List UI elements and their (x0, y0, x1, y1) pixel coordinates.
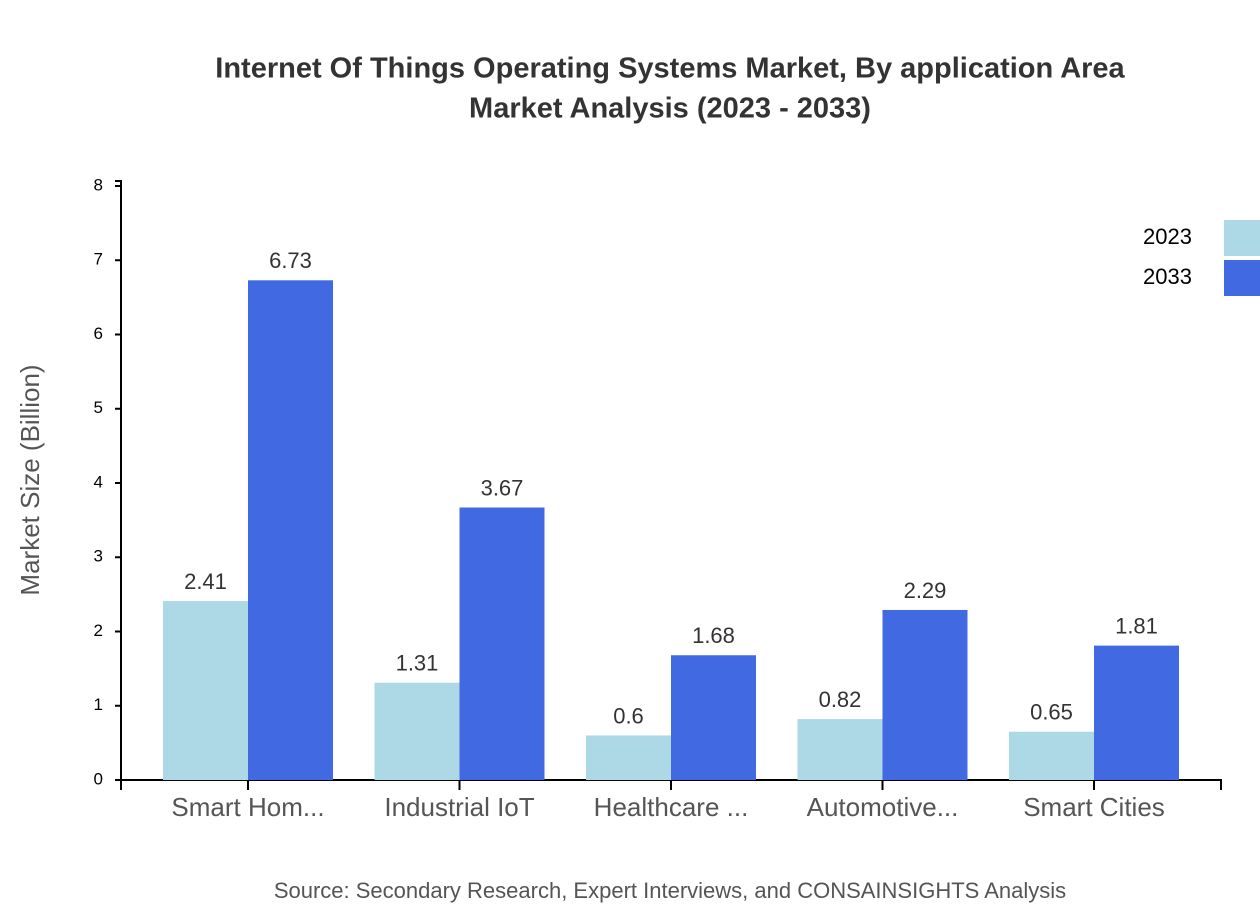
bar (671, 655, 756, 780)
bar (163, 601, 248, 780)
legend-label: 2023 (1143, 224, 1192, 249)
bar (1009, 731, 1094, 780)
y-axis (115, 180, 122, 781)
y-tick-label: 8 (94, 175, 103, 194)
bar (797, 719, 883, 780)
legend-label: 2033 (1143, 264, 1192, 289)
chart-title: Market Analysis (2023 - 2033) (469, 93, 871, 125)
y-tick-label: 0 (94, 769, 103, 788)
y-tick-label: 6 (94, 324, 103, 343)
y-tick-label: 4 (94, 472, 103, 491)
y-tick-label: 7 (94, 250, 103, 269)
x-tick-label: Smart Hom... (171, 792, 324, 822)
data-label: 2.29 (904, 578, 947, 603)
legend-swatch (1224, 220, 1260, 256)
data-label: 0.6 (613, 703, 644, 728)
x-tick-label: Automotive... (807, 792, 959, 822)
y-tick-label: 3 (94, 547, 103, 566)
y-axis-label: Market Size (Billion) (15, 364, 45, 595)
bar (882, 609, 968, 780)
chart-title: Internet Of Things Operating Systems Mar… (215, 53, 1125, 85)
bar (459, 507, 545, 780)
x-tick-label: Smart Cities (1023, 792, 1165, 822)
bar (248, 280, 333, 780)
y-tick-label: 5 (94, 398, 103, 417)
source-note: Source: Secondary Research, Expert Inter… (274, 878, 1066, 903)
data-label: 1.31 (396, 651, 439, 676)
bar (374, 682, 460, 780)
bar (586, 735, 671, 780)
data-label: 6.73 (269, 248, 312, 273)
data-label: 0.65 (1030, 700, 1073, 725)
data-label: 2.41 (184, 569, 227, 594)
x-tick-label: Healthcare ... (594, 792, 749, 822)
bar (1094, 645, 1179, 780)
data-label: 3.67 (481, 475, 524, 500)
y-tick-label: 1 (94, 695, 103, 714)
data-label: 0.82 (819, 687, 862, 712)
x-tick-label: Industrial IoT (384, 792, 534, 822)
legend-swatch (1224, 260, 1260, 296)
data-label: 1.81 (1115, 613, 1158, 638)
y-tick-label: 2 (94, 621, 103, 640)
data-label: 1.68 (692, 623, 735, 648)
